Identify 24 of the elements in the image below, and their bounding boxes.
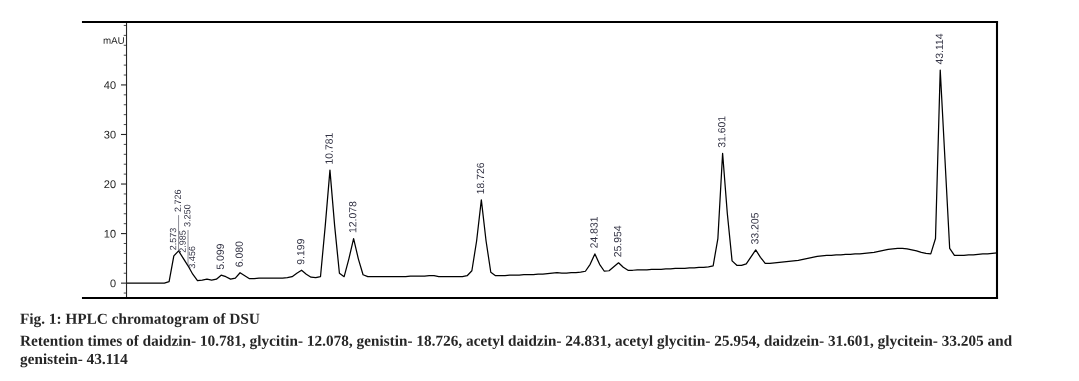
annotation: 31.601 — [718, 116, 726, 148]
y-tick-label: 20 — [104, 180, 116, 189]
annotation: 2.985 — [179, 230, 186, 253]
text: Retention times of daidzin- 10.781, glycitin- 12.078, genistin- 18.726, acetyl daidzin- 24.831, acetyl glycitin- 25.954, daidzein- 31.601, glycitein- 33.205 and genistein- 43.114 — [20, 335, 1012, 368]
y-tick-label: 10 — [104, 229, 116, 238]
annotation: 12.078 — [349, 201, 357, 233]
annotation: 33.205 — [751, 212, 759, 244]
annotation: 2.573 — [169, 228, 177, 250]
y-tick-label: 30 — [104, 130, 116, 139]
annotation: 25.954 — [613, 225, 622, 257]
annotation: 3.456 — [188, 246, 196, 269]
y-axis-title: mAU — [103, 37, 124, 44]
annotation: 5.099 — [216, 244, 224, 270]
annotation: 18.726 — [476, 162, 485, 194]
y-tick-label: 40 — [104, 81, 116, 90]
annotation: 9.199 — [296, 239, 305, 265]
annotation: 24.831 — [590, 216, 598, 248]
annotation: 10.781 — [325, 133, 333, 164]
annotation: 6.080 — [235, 241, 243, 267]
annotation: 43.114 — [935, 33, 944, 65]
y-tick-label: 0 — [110, 279, 116, 288]
text: Fig. 1: HPLC chromatogram of DSU — [20, 313, 260, 328]
annotation: 2.726 — [174, 189, 181, 212]
annotation: 3.250 — [184, 204, 191, 227]
